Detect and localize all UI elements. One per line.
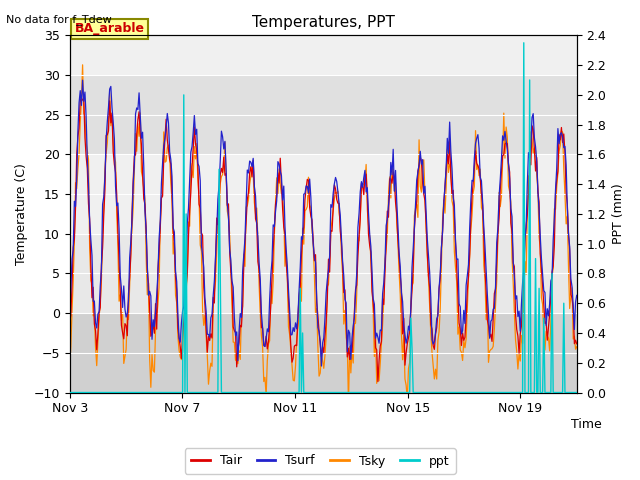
X-axis label: Time: Time	[572, 418, 602, 431]
Text: No data for f_Tdew: No data for f_Tdew	[6, 14, 112, 25]
Y-axis label: Temperature (C): Temperature (C)	[15, 163, 28, 265]
Bar	[70, 313, 577, 393]
Bar	[70, 75, 577, 155]
Bar	[70, 155, 577, 234]
Bar	[70, 234, 577, 313]
Text: BA_arable: BA_arable	[75, 23, 145, 36]
Y-axis label: PPT (mm): PPT (mm)	[612, 183, 625, 244]
Bar	[70, 36, 577, 75]
Title: Temperatures, PPT: Temperatures, PPT	[252, 15, 395, 30]
Legend: Tair, Tsurf, Tsky, ppt: Tair, Tsurf, Tsky, ppt	[184, 448, 456, 474]
